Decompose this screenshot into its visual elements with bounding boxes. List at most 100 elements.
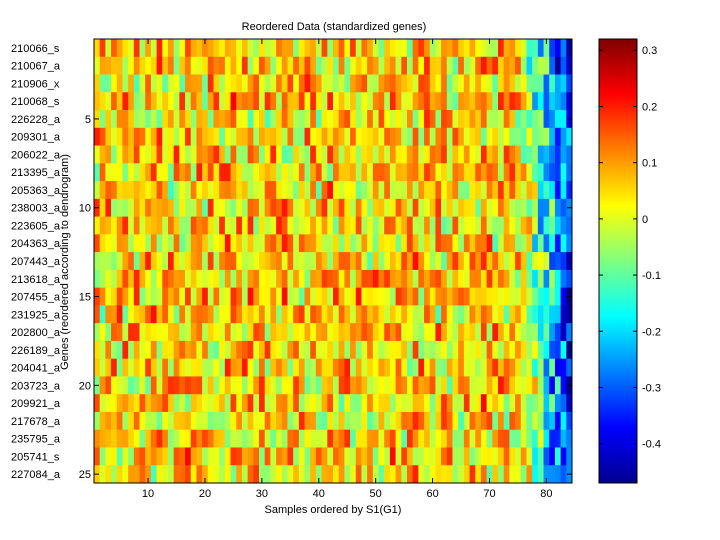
heatmap-cell: [463, 323, 470, 342]
heatmap-cell: [179, 234, 186, 253]
heatmap-cell: [94, 411, 101, 431]
heatmap-cell: [401, 287, 408, 306]
heatmap-cell: [424, 74, 431, 93]
heatmap-cell: [515, 287, 522, 306]
heatmap-cell: [549, 163, 556, 182]
heatmap-cell: [543, 323, 550, 342]
heatmap-cell: [304, 163, 311, 182]
heatmap-cell: [395, 447, 402, 466]
heatmap-cell: [310, 394, 317, 413]
heatmap-cell: [338, 447, 345, 466]
heatmap-cell: [196, 234, 203, 253]
heatmap-cell: [526, 163, 533, 182]
heatmap-cell: [424, 323, 431, 342]
heatmap-cell: [173, 447, 180, 466]
heatmap-cell: [167, 181, 175, 200]
heatmap-cell: [475, 145, 482, 164]
heatmap-cell: [475, 376, 482, 395]
heatmap-cell: [515, 269, 522, 289]
heatmap-cell: [424, 56, 431, 75]
heatmap-cell: [150, 127, 157, 146]
heatmap-cell: [202, 358, 209, 377]
heatmap-cell: [549, 305, 556, 324]
heatmap-cell: [315, 305, 323, 324]
heatmap-cell: [554, 323, 562, 342]
heatmap-cell: [111, 92, 118, 111]
heatmap-cell: [224, 394, 231, 413]
heatmap-cell: [111, 287, 118, 306]
heatmap-cell: [293, 92, 300, 111]
heatmap-cell: [401, 216, 408, 235]
heatmap-cell: [435, 39, 442, 58]
heatmap-cell: [520, 252, 527, 271]
heatmap-cell: [372, 287, 379, 306]
heatmap-cell: [378, 145, 385, 164]
heatmap-cell: [435, 181, 442, 200]
heatmap-cell: [469, 358, 476, 377]
heatmap-cell: [395, 56, 402, 75]
heatmap-cell: [554, 411, 562, 431]
heatmap-cell: [560, 110, 567, 129]
heatmap-cell: [554, 56, 562, 75]
heatmap-cell: [259, 74, 266, 93]
heatmap-cell: [230, 56, 237, 75]
heatmap-cell: [452, 234, 459, 253]
heatmap-cell: [486, 323, 493, 342]
heatmap-cell: [480, 305, 488, 324]
heatmap-cell: [304, 340, 311, 360]
heatmap-cell: [344, 269, 351, 289]
heatmap-cell: [338, 234, 345, 253]
heatmap-cell: [162, 287, 169, 306]
heatmap-cell: [116, 447, 123, 466]
heatmap-cell: [293, 181, 300, 200]
heatmap-cell: [276, 465, 283, 484]
heatmap-cell: [241, 56, 249, 75]
heatmap-cell: [509, 163, 516, 182]
heatmap-cell: [441, 358, 448, 377]
heatmap-cell: [111, 447, 118, 466]
heatmap-cell: [259, 181, 266, 200]
x-tick-label: 70: [483, 488, 495, 500]
row-label: 203723_a: [11, 380, 61, 392]
heatmap-cell: [452, 269, 459, 289]
heatmap-cell: [475, 358, 482, 377]
heatmap-cell: [509, 74, 516, 93]
heatmap-cell: [515, 145, 522, 164]
heatmap-cell: [441, 340, 448, 360]
heatmap-cell: [344, 181, 351, 200]
heatmap-cell: [361, 181, 368, 200]
heatmap-cell: [321, 358, 328, 377]
row-label: 210906_x: [11, 78, 60, 90]
heatmap-cell: [99, 39, 106, 58]
heatmap-cell: [498, 198, 505, 217]
heatmap-cell: [537, 216, 544, 235]
heatmap-cell: [196, 305, 203, 324]
heatmap-cell: [224, 305, 231, 324]
heatmap-cell: [133, 269, 140, 289]
heatmap-cell: [247, 234, 254, 253]
heatmap-cell: [401, 74, 408, 93]
heatmap-cell: [236, 376, 243, 395]
heatmap-cell: [395, 411, 402, 431]
heatmap-cell: [213, 376, 220, 395]
heatmap-cell: [452, 39, 459, 58]
heatmap-cell: [327, 340, 334, 360]
row-label: 205741_s: [11, 451, 60, 463]
heatmap-cell: [202, 411, 209, 431]
heatmap-cell: [389, 198, 396, 217]
heatmap-cell: [207, 198, 214, 217]
heatmap-cell: [492, 358, 499, 377]
heatmap-cell: [99, 163, 106, 182]
heatmap-cell: [333, 287, 340, 306]
heatmap-cell: [520, 323, 527, 342]
colorbar-tick-label: 0.3: [642, 45, 657, 57]
heatmap-cell: [111, 234, 118, 253]
heatmap-cell: [389, 358, 396, 377]
heatmap-cell: [202, 305, 209, 324]
heatmap-cell: [105, 340, 112, 360]
heatmap-cell: [537, 323, 544, 342]
heatmap-cell: [333, 234, 340, 253]
heatmap-cell: [139, 465, 146, 484]
heatmap-cell: [99, 394, 106, 413]
heatmap-cell: [424, 287, 431, 306]
